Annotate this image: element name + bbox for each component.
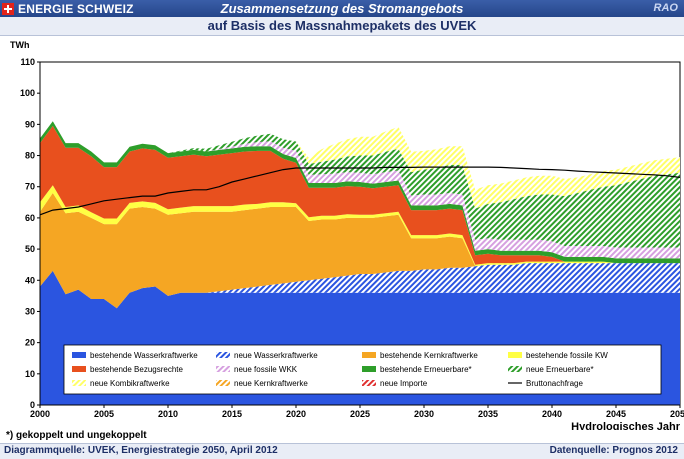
y-tick-label: 50	[25, 244, 35, 254]
series-area-4	[40, 125, 680, 265]
subtitle-bar	[0, 17, 684, 36]
legend-group: bestehende Wasserkraftwerke neue Wasserkr…	[63, 344, 662, 395]
swiss-flag-icon	[2, 2, 14, 15]
diagram-source: Diagrammquelle: UVEK, Energiestrategie 2…	[4, 445, 278, 456]
series-area-2	[40, 193, 680, 309]
legend-label: bestehende Kernkraftwerke	[380, 351, 478, 360]
legend-label: neue Kernkraftwerke	[234, 379, 308, 388]
footnote: *) gekoppelt und ungekoppelt	[6, 430, 147, 441]
y-tick-label: 110	[20, 57, 35, 67]
chart-subtitle: auf Basis des Massnahmepakets des UVEK	[207, 18, 477, 33]
x-tick-label: 2000	[30, 409, 50, 419]
demand-line	[39, 166, 681, 216]
series-area-8	[40, 121, 680, 209]
legend-swatch	[216, 380, 230, 386]
data-source: Datenquelle: Prognos 2012	[549, 445, 678, 456]
y-tick-label: 70	[25, 182, 35, 192]
legend-swatch	[72, 352, 86, 358]
x-tick-label: 2015	[222, 409, 242, 419]
x-tick-label: 2020	[286, 409, 306, 419]
y-tick-label: 40	[25, 275, 35, 285]
y-tick-label: 20	[25, 338, 35, 348]
y-tick-label: 30	[25, 306, 35, 316]
legend-swatch	[72, 366, 86, 372]
rao-tag: RAO	[653, 2, 678, 14]
x-tick-label: 2035	[478, 409, 498, 419]
legend-label: neue Importe	[380, 379, 428, 388]
chart-title: Zusammensetzung des Stromangebots	[220, 1, 464, 16]
legend-label: bestehende Wasserkraftwerke	[90, 351, 198, 360]
y-tick-label: 10	[25, 369, 35, 379]
x-axis-label: Hydrologisches Jahr	[571, 421, 681, 430]
y-axis-label: TWh	[10, 40, 30, 50]
legend-label: neue fossile WKK	[234, 365, 298, 374]
header-bar	[0, 0, 684, 17]
y-tick-label: 100	[20, 88, 35, 98]
legend-label: bestehende Erneuerbare*	[380, 365, 472, 374]
legend-label: neue Kombikraftwerke	[90, 379, 170, 388]
y-tick-label: 90	[25, 119, 35, 129]
legend-swatch	[508, 366, 522, 372]
legend-swatch	[362, 380, 376, 386]
legend-swatch	[508, 352, 522, 358]
y-tick-label: 0	[30, 400, 35, 410]
legend-swatch	[216, 366, 230, 372]
legend-label: bestehende Bezugsrechte	[90, 365, 184, 374]
legend-swatch	[216, 352, 230, 358]
demand-line-group	[39, 166, 681, 216]
x-tick-label: 2030	[414, 409, 434, 419]
x-tick-label: 2025	[350, 409, 370, 419]
legend-swatch	[362, 352, 376, 358]
legend-label: neue Wasserkraftwerke	[234, 351, 318, 360]
legend-label: neue Erneuerbare*	[526, 365, 594, 374]
x-tick-label: 2040	[542, 409, 562, 419]
brand-name: ENERGIE SCHWEIZ	[18, 1, 134, 16]
x-tick-label: 2010	[158, 409, 178, 419]
series-area-1	[40, 263, 680, 309]
y-tick-label: 80	[25, 151, 35, 161]
legend-label: Bruttonachfrage	[526, 379, 583, 388]
x-tick-label: 2045	[606, 409, 626, 419]
y-tick-label: 60	[25, 213, 35, 223]
brand-logo: ENERGIE SCHWEIZ	[2, 1, 134, 16]
x-tick-label: 2005	[94, 409, 114, 419]
x-tick-label: 2050	[670, 409, 684, 419]
footer-bar	[0, 443, 684, 459]
legend-label: bestehende fossile KW	[526, 351, 608, 360]
series-area-7	[40, 121, 680, 248]
legend-swatch	[72, 380, 86, 386]
legend-swatch	[362, 366, 376, 372]
